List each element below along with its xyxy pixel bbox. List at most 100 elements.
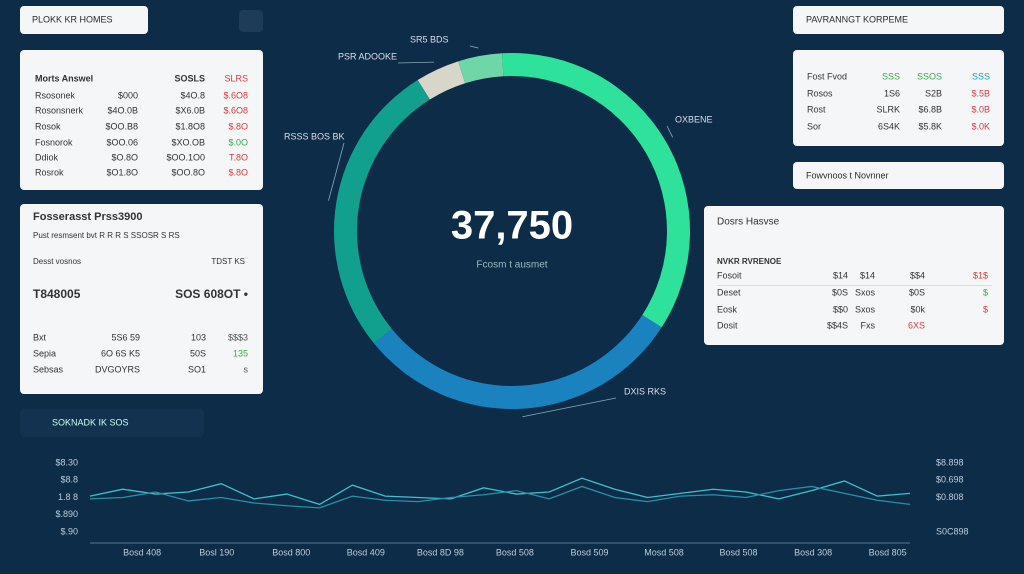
text: $0S — [909, 287, 925, 297]
donut-segment — [417, 61, 466, 100]
text: 103 — [191, 332, 206, 342]
text: Dosrs Hasvse — [717, 217, 780, 228]
text: $6.8B — [918, 104, 942, 114]
text: Sxos — [855, 287, 876, 297]
panel-a — [20, 50, 263, 190]
text: $.0K — [971, 121, 990, 131]
text: 5S6 59 — [111, 332, 140, 342]
text: Deset — [717, 287, 741, 297]
text: SSS — [972, 71, 990, 81]
y-tick-label: $8.8 — [60, 475, 78, 485]
title: Fowvnoos t Novnner — [806, 170, 889, 180]
text: 1S6 — [884, 88, 900, 98]
text: $ — [983, 287, 988, 297]
center-value: 37,750 — [451, 204, 573, 248]
text: $OO.B8 — [105, 121, 138, 131]
donut-segment — [334, 80, 430, 344]
text: $OO.06 — [106, 137, 138, 147]
x-tick-label: Bosl 190 — [199, 547, 234, 557]
y2-tick-label: $8.898 — [936, 457, 964, 467]
x-tick-label: Bosd 308 — [794, 547, 832, 557]
y2-tick-label: $0.808 — [936, 492, 964, 502]
line — [89, 477, 911, 506]
text: Rosok — [35, 121, 61, 131]
text: $.5B — [971, 88, 990, 98]
top-right-bar — [793, 6, 1004, 34]
text: $OO.1O0 — [166, 152, 205, 162]
text: Rosrok — [35, 167, 64, 177]
x-tick-label: Bosd 508 — [496, 547, 534, 557]
text: T.8O — [229, 152, 248, 162]
bottom-left-bar — [20, 409, 204, 437]
text: Fosnorok — [35, 137, 73, 147]
text: $XO.OB — [171, 137, 205, 147]
leader — [397, 61, 434, 64]
x-tick-label: Bosd 8D 98 — [417, 547, 464, 557]
text: Sebsas — [33, 364, 64, 374]
center-label: Fcosm t ausmet — [476, 260, 547, 271]
y-tick-label: 1.8 8 — [58, 492, 78, 502]
text: Bxt — [33, 332, 47, 342]
x-tick-label: Bosd 509 — [570, 547, 608, 557]
panel-d — [704, 206, 1004, 345]
leader — [328, 142, 345, 201]
mid-right-bar — [793, 162, 1004, 189]
text: Sor — [807, 121, 821, 131]
y-tick-label: $8.30 — [55, 457, 78, 467]
x-tick-label: Bosd 805 — [869, 547, 907, 557]
x-tick-label: Mosd 508 — [644, 547, 684, 557]
text: DVGOYRS — [95, 364, 140, 374]
title: PLOKK KR HOMES — [32, 14, 113, 24]
text: SLRS — [224, 73, 248, 83]
text: $14 — [833, 270, 848, 280]
text: $.8O — [228, 167, 248, 177]
x-tick-label: Bosd 800 — [272, 547, 310, 557]
panel-b — [20, 204, 263, 394]
text: Fxs — [861, 320, 876, 330]
donut-segment — [502, 52, 691, 328]
text: $X6.0B — [175, 105, 205, 115]
text: $0S — [832, 287, 848, 297]
title: PAVRANNGT KORPEME — [806, 14, 908, 24]
text: $O1.8O — [106, 167, 138, 177]
text: $.0O — [228, 137, 248, 147]
y2-tick-label: $0.698 — [936, 475, 964, 485]
title: SOKNADK IK SOS — [52, 417, 129, 427]
icon-button[interactable] — [239, 10, 263, 32]
text: SOSLS — [174, 73, 205, 83]
text: 6XS — [908, 320, 925, 330]
divider — [717, 285, 992, 286]
text: TDST KS — [211, 257, 245, 266]
text: $1$ — [973, 270, 988, 280]
text: Eosk — [717, 304, 738, 314]
text: $$4 — [910, 270, 925, 280]
text: $14 — [860, 270, 875, 280]
panel-c — [793, 50, 1004, 146]
text: $000 — [118, 90, 138, 100]
text: $$0 — [833, 304, 848, 314]
text: $.6O8 — [223, 90, 248, 100]
text: $0k — [910, 304, 925, 314]
y2-tick-label: S0C898 — [936, 526, 969, 536]
text: SOS 608OT • — [175, 287, 248, 301]
text: Rsosonek — [35, 90, 76, 100]
x-tick-label: Bosd 408 — [123, 547, 161, 557]
text: 6O 6S K5 — [101, 348, 140, 358]
top-left-bar — [20, 6, 148, 34]
text: Pust resmsent bvt R R R S SSOSR S RS — [33, 231, 180, 240]
text: Sxos — [855, 304, 876, 314]
text: Dosit — [717, 320, 738, 330]
text: $O.8O — [111, 152, 138, 162]
line — [89, 485, 911, 509]
leader — [469, 45, 479, 49]
text: Rost — [807, 104, 826, 114]
text: s — [244, 364, 249, 374]
text: Fost Fvod — [807, 71, 847, 81]
text: SSS — [882, 71, 900, 81]
text: Sepia — [33, 348, 56, 358]
text: $.0B — [971, 104, 990, 114]
text: NVKR RVRENOE — [717, 257, 782, 266]
text: 135 — [233, 348, 248, 358]
x-tick-label: Bosd 409 — [347, 547, 385, 557]
